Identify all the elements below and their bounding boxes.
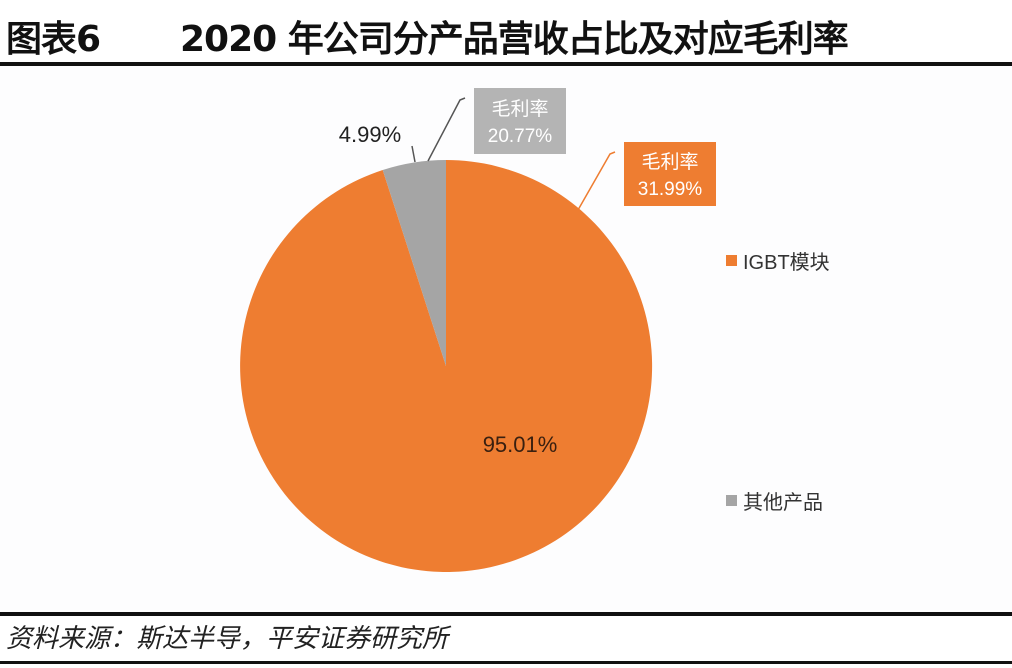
other-margin-box: [474, 88, 566, 154]
chart-area: 毛利率 20.77% 毛利率 31.99% 4.99% 95.01% IGBT模…: [0, 66, 1012, 610]
legend-label-igbt: IGBT模块: [743, 252, 830, 274]
leader-line-other-margin: [427, 97, 466, 162]
pie-slice-igbt: [240, 159, 653, 572]
top-rule: [0, 62, 1012, 66]
source-note: 资料来源：斯达半导，平安证券研究所: [6, 624, 449, 654]
igbt-margin-box: [624, 142, 716, 206]
leader-line-igbt-margin: [577, 151, 616, 211]
other-margin-value: 20.77%: [488, 126, 553, 147]
pie-chart: 毛利率 20.77% 毛利率 31.99% 4.99% 95.01%: [240, 88, 716, 572]
pie-slice-other: [382, 160, 446, 366]
legend-label-other: 其他产品: [743, 492, 823, 514]
igbt-margin-label: 毛利率: [641, 151, 698, 173]
figure-label: 图表6: [6, 19, 101, 60]
chart-title: 2020 年公司分产品营收占比及对应毛利率: [180, 19, 849, 60]
legend-swatch-other: [726, 495, 737, 506]
other-margin-label: 毛利率: [491, 98, 548, 120]
bottom-rule: [0, 612, 1012, 616]
legend-swatch-igbt: [726, 255, 737, 266]
other-share-label: 4.99%: [339, 122, 401, 147]
legend-item-igbt: IGBT模块: [726, 246, 830, 275]
title-bar: 图表6 2020 年公司分产品营收占比及对应毛利率: [0, 0, 1012, 64]
igbt-margin-value: 31.99%: [638, 179, 703, 200]
leader-line-other-share: [411, 145, 416, 163]
igbt-share-label: 95.01%: [483, 432, 558, 457]
legend-item-other: 其他产品: [726, 486, 823, 515]
footer-rule: [0, 661, 1012, 664]
